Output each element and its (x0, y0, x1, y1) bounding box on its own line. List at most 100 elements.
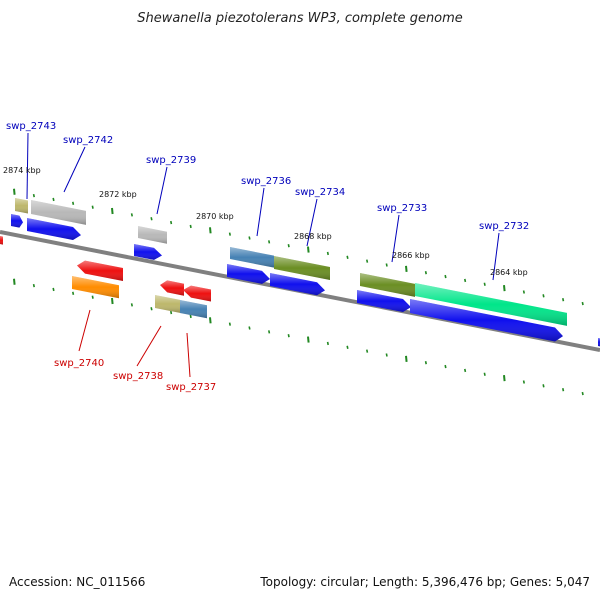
tick-row-top-tick (503, 285, 506, 292)
leader-swp-2732 (492, 232, 500, 281)
tick-row-bottom-tick (13, 278, 16, 285)
tick-row-bottom-tick (72, 291, 75, 295)
tick-row-top-tick (13, 188, 16, 195)
kbp-label-2864: 2864 kbp (490, 268, 528, 277)
kbp-label-2868: 2868 kbp (294, 232, 332, 241)
gene-swp-2742-shading (31, 200, 86, 225)
tick-row-top-tick (562, 298, 565, 302)
tick-row-bottom-tick (366, 349, 369, 353)
leader-swp-2733 (391, 214, 400, 263)
tick-row-bottom-tick (405, 355, 408, 362)
tick-row-bottom-tick (209, 317, 212, 324)
gene-swp-2733-shading (360, 273, 415, 297)
leader-swp-2736 (256, 187, 265, 237)
cds-forward-2733-shading (357, 290, 411, 313)
gene-label-swp-2743[interactable]: swp_2743 (6, 121, 56, 132)
cds-forward-2736-shading (227, 264, 270, 284)
tick-row-bottom-tick (483, 372, 486, 376)
tick-row-top-tick (209, 227, 212, 234)
tick-row-bottom-tick (248, 326, 251, 330)
tick-marks (13, 188, 584, 396)
tick-row-bottom-tick (268, 330, 271, 334)
tick-row-top-tick (52, 197, 55, 202)
tick-row-bottom-tick (562, 388, 565, 392)
gene-swp-2743-shading (15, 198, 28, 214)
tick-row-bottom-tick (91, 295, 94, 299)
gene-label-swp-2740[interactable]: swp_2740 (54, 358, 104, 369)
kbp-label-2872: 2872 kbp (99, 190, 137, 199)
tick-row-bottom-tick (522, 380, 525, 384)
reverse-gene-labels: swp_2740 swp_2738 swp_2737 (54, 358, 216, 393)
tick-row-bottom-tick (130, 303, 133, 307)
gene-label-swp-2739[interactable]: swp_2739 (146, 155, 196, 166)
tick-row-top-tick (111, 207, 114, 215)
tick-row-bottom-tick (444, 364, 447, 369)
tick-row-top-tick (170, 220, 173, 225)
gene-label-swp-2737[interactable]: swp_2737 (166, 382, 216, 393)
tick-row-top-tick (268, 240, 271, 244)
kbp-label-2870: 2870 kbp (196, 212, 234, 221)
gene-swp-2738-shading (155, 295, 180, 313)
tick-row-bottom-tick (32, 283, 35, 288)
tick-row-bottom-tick (385, 353, 388, 357)
cds-forward-2739-shading (134, 244, 162, 260)
tick-row-bottom-tick (464, 368, 467, 373)
cds-reverse-2738-shading (160, 280, 184, 296)
leader-swp-2737 (186, 332, 191, 378)
gene-label-swp-2742[interactable]: swp_2742 (63, 135, 113, 146)
cds-forward-2734-shading (270, 273, 325, 296)
tick-row-top-tick (444, 274, 447, 279)
tick-row-top-tick (405, 265, 408, 272)
tick-row-top-tick (130, 213, 133, 217)
tick-row-top-tick (287, 244, 290, 248)
leader-swp-2739 (156, 166, 168, 215)
label-leader-lines (26, 132, 500, 378)
genome-summary-text: Topology: circular; Length: 5,396,476 bp… (259, 575, 590, 589)
cds-reverse-edge-left-shading (0, 236, 3, 245)
tick-row-top-tick (483, 282, 486, 286)
gene-swp-2736-shading (230, 247, 274, 268)
tick-row-bottom-tick (346, 345, 349, 349)
tick-row-top-tick (326, 251, 329, 256)
tick-row-top-tick (542, 294, 545, 298)
tick-row-top-tick (72, 201, 75, 205)
tick-row-bottom-tick (150, 307, 153, 311)
leader-swp-2740 (78, 309, 91, 352)
kbp-scale-labels: 2874 kbp 2872 kbp 2870 kbp 2868 kbp 2866… (3, 166, 528, 277)
gene-swp-2737-shading (180, 300, 207, 319)
tick-row-top-tick (464, 278, 467, 283)
kbp-label-2866: 2866 kbp (392, 251, 430, 260)
gene-label-swp-2736[interactable]: swp_2736 (241, 176, 291, 187)
tick-row-top-tick (424, 271, 427, 275)
gene-label-swp-2734[interactable]: swp_2734 (295, 187, 345, 198)
tick-row-top-tick (150, 217, 153, 221)
map-title: Shewanella piezotolerans WP3, complete g… (137, 11, 463, 26)
tick-row-top-tick (91, 205, 94, 209)
tick-row-bottom-tick (307, 336, 310, 343)
gene-swp-2740-shading (72, 276, 119, 299)
gene-swp-2734-shading (274, 256, 330, 281)
leader-swp-2734 (306, 198, 318, 247)
tick-row-top-tick (32, 193, 35, 198)
gene-label-swp-2738[interactable]: swp_2738 (113, 371, 163, 382)
tick-row-top-tick (385, 263, 388, 267)
tick-row-top-tick (522, 290, 525, 294)
tick-row-top-tick (228, 232, 231, 236)
cds-forward-2742-shading (27, 218, 81, 241)
tick-row-bottom-tick (326, 341, 329, 346)
leader-swp-2743 (26, 132, 29, 200)
tick-row-top-tick (189, 224, 192, 229)
gene-label-swp-2732[interactable]: swp_2732 (479, 221, 529, 232)
tick-row-top-tick (581, 301, 584, 306)
tick-row-top-tick (366, 259, 369, 263)
leader-swp-2738 (136, 325, 162, 367)
tick-row-bottom-tick (542, 384, 545, 388)
gene-label-swp-2733[interactable]: swp_2733 (377, 203, 427, 214)
tick-row-top-tick (307, 246, 310, 253)
tick-row-bottom-tick (189, 314, 192, 319)
forward-gene-labels: swp_2743 swp_2742 swp_2739 swp_2736 swp_… (6, 121, 529, 232)
gene-swp-2739-shading (138, 226, 167, 244)
gene-swp-2732-shading (415, 283, 567, 326)
tick-row-bottom-tick (228, 322, 231, 326)
